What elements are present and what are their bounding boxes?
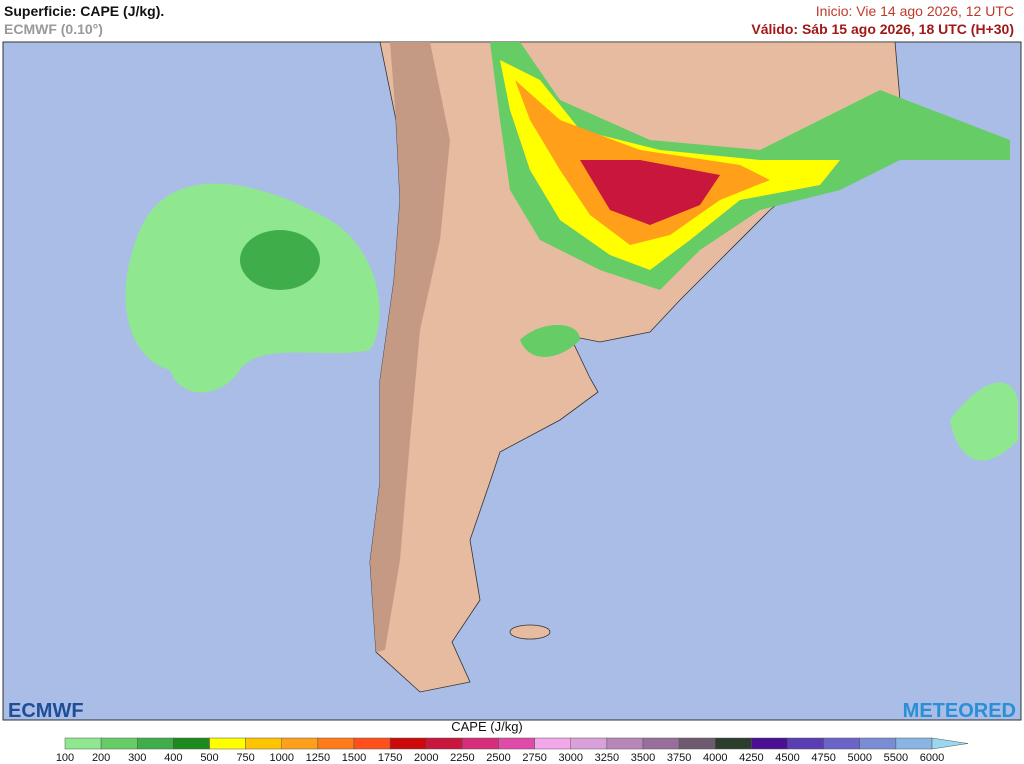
cape-area <box>240 230 320 290</box>
colorbar-swatch <box>353 737 391 750</box>
andes <box>370 42 450 652</box>
colorbar-tick-label: 200 <box>92 752 110 764</box>
colorbar-tick-label: 4750 <box>811 752 835 764</box>
valid-time: Válido: Sáb 15 ago 2026, 18 UTC (H+30) <box>751 21 1014 37</box>
colorbar-tick-label: 750 <box>236 752 254 764</box>
logo-left: ECMWF <box>8 700 84 722</box>
colorbar-tick-label: 3750 <box>667 752 691 764</box>
colorbar-swatch <box>317 737 355 750</box>
cape-area <box>580 160 720 225</box>
colorbar-swatch <box>751 737 788 750</box>
cape-area <box>125 183 380 393</box>
colorbar-swatch <box>895 737 933 750</box>
colorbar-swatch <box>642 737 680 750</box>
islands <box>509 624 551 640</box>
colorbar-swatch <box>64 737 102 750</box>
colorbar-tick-label: 2500 <box>486 752 510 764</box>
colorbar-swatch <box>389 737 427 750</box>
colorbar-tick-label: 1250 <box>306 752 330 764</box>
colorbar-tick-label: 3500 <box>631 752 655 764</box>
colorbar-tick-label: 400 <box>164 752 182 764</box>
colorbar-swatch <box>209 737 246 750</box>
colorbar-swatch <box>678 737 716 750</box>
colorbar-swatch <box>173 737 210 750</box>
colorbar-tick-label: 4000 <box>703 752 727 764</box>
colorbar-swatch <box>100 737 138 750</box>
colorbar-tick-label: 3250 <box>595 752 619 764</box>
colorbar-tick-label: 300 <box>128 752 146 764</box>
colorbar-swatch <box>606 737 644 750</box>
colorbar-tick-label: 1500 <box>342 752 366 764</box>
colorbar-swatch <box>426 737 463 750</box>
colorbar-tick-label: 2000 <box>414 752 438 764</box>
colorbar-tick-label: 1750 <box>378 752 402 764</box>
init-time: Inicio: Vie 14 ago 2026, 12 UTC <box>815 3 1014 19</box>
colorbar-tick-label: 6000 <box>920 752 944 764</box>
colorbar-label: CAPE (J/kg) <box>451 719 523 734</box>
colorbar-tick-label: 500 <box>200 752 218 764</box>
colorbar-swatch <box>570 737 608 750</box>
colorbar-tick-label: 3000 <box>559 752 583 764</box>
colorbar-tick-label: 1000 <box>270 752 294 764</box>
colorbar-swatch <box>137 737 174 750</box>
title: Superficie: CAPE (J/kg). <box>4 3 165 19</box>
colorbar-swatch <box>498 737 535 750</box>
colorbar-swatch <box>462 737 499 750</box>
colorbar-swatch <box>715 737 752 750</box>
model: ECMWF (0.10°) <box>4 21 103 37</box>
cape-area <box>950 382 1018 461</box>
cape-area <box>520 325 580 357</box>
colorbar-swatch <box>859 737 897 750</box>
colorbar-tick-label: 2250 <box>450 752 474 764</box>
colorbar-tick-label: 5500 <box>884 752 908 764</box>
colorbar-tick-label: 5000 <box>848 752 872 764</box>
colorbar-arrow <box>931 737 969 750</box>
colorbar-tick-label: 4250 <box>739 752 763 764</box>
colorbar-tick-label: 4500 <box>775 752 799 764</box>
colorbar-swatch <box>787 737 824 750</box>
colorbar-swatch <box>245 737 282 750</box>
colorbar-tick-label: 2750 <box>522 752 546 764</box>
logo-right: METEORED <box>903 700 1016 722</box>
colorbar-swatch <box>823 737 860 750</box>
colorbar-swatch <box>281 737 319 750</box>
colorbar: 100 200 300 400 500 750 1000 1250 1500 1750 2000 22… <box>56 737 969 764</box>
colorbar-tick-label: 100 <box>56 752 74 764</box>
colorbar-swatch <box>534 737 571 750</box>
